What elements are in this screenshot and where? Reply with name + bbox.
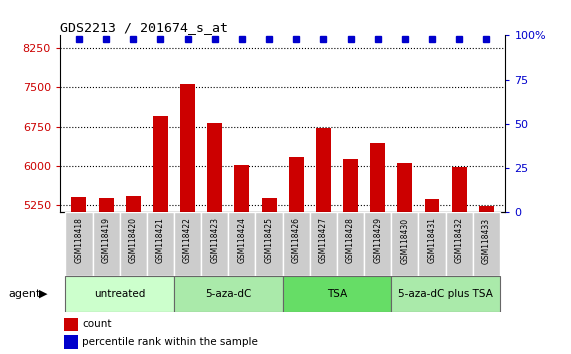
Bar	[479, 206, 494, 354]
Bar	[126, 196, 140, 354]
Text: GSM118422: GSM118422	[183, 217, 192, 263]
Bar	[283, 212, 310, 276]
Bar	[283, 276, 391, 312]
Bar	[228, 212, 255, 276]
Text: agent: agent	[9, 289, 41, 299]
Bar	[71, 197, 86, 354]
Bar	[425, 199, 440, 354]
Bar	[445, 212, 473, 276]
Bar	[120, 212, 147, 276]
Text: GSM118421: GSM118421	[156, 217, 165, 263]
Bar	[419, 212, 445, 276]
Text: GSM118432: GSM118432	[455, 217, 464, 263]
Bar	[153, 116, 168, 354]
Text: percentile rank within the sample: percentile rank within the sample	[82, 337, 258, 347]
Bar	[65, 335, 78, 349]
Text: TSA: TSA	[327, 289, 347, 299]
Bar	[343, 159, 358, 354]
Text: GSM118430: GSM118430	[400, 217, 409, 264]
Bar	[310, 212, 337, 276]
Bar	[452, 167, 467, 354]
Bar	[397, 164, 412, 354]
Bar	[289, 157, 304, 354]
Bar	[180, 84, 195, 354]
Text: 5-aza-dC plus TSA: 5-aza-dC plus TSA	[398, 289, 493, 299]
Text: count: count	[82, 319, 112, 329]
Text: ▶: ▶	[39, 289, 47, 299]
Text: GSM118419: GSM118419	[102, 217, 111, 263]
Bar	[337, 212, 364, 276]
Bar	[93, 212, 120, 276]
Bar	[370, 143, 385, 354]
Text: GSM118427: GSM118427	[319, 217, 328, 263]
Bar	[391, 212, 419, 276]
Bar	[99, 198, 114, 354]
Bar	[65, 318, 78, 331]
Text: GSM118431: GSM118431	[428, 217, 436, 263]
Bar	[66, 276, 174, 312]
Bar	[473, 212, 500, 276]
Bar	[235, 165, 250, 354]
Text: GSM118425: GSM118425	[264, 217, 274, 263]
Text: GSM118418: GSM118418	[74, 217, 83, 263]
Bar	[147, 212, 174, 276]
Bar	[201, 212, 228, 276]
Text: GSM118428: GSM118428	[346, 217, 355, 263]
Bar	[174, 212, 201, 276]
Text: GSM118423: GSM118423	[210, 217, 219, 263]
Bar	[66, 212, 93, 276]
Text: GSM118429: GSM118429	[373, 217, 382, 263]
Text: GSM118433: GSM118433	[482, 217, 491, 264]
Text: GSM118420: GSM118420	[129, 217, 138, 263]
Text: untreated: untreated	[94, 289, 146, 299]
Bar	[207, 124, 222, 354]
Bar	[174, 276, 283, 312]
Bar	[255, 212, 283, 276]
Bar	[364, 212, 391, 276]
Bar	[391, 276, 500, 312]
Bar	[262, 198, 276, 354]
Text: 5-aza-dC: 5-aza-dC	[205, 289, 251, 299]
Text: GDS2213 / 201674_s_at: GDS2213 / 201674_s_at	[60, 21, 228, 34]
Bar	[316, 127, 331, 354]
Text: GSM118424: GSM118424	[238, 217, 247, 263]
Text: GSM118426: GSM118426	[292, 217, 301, 263]
